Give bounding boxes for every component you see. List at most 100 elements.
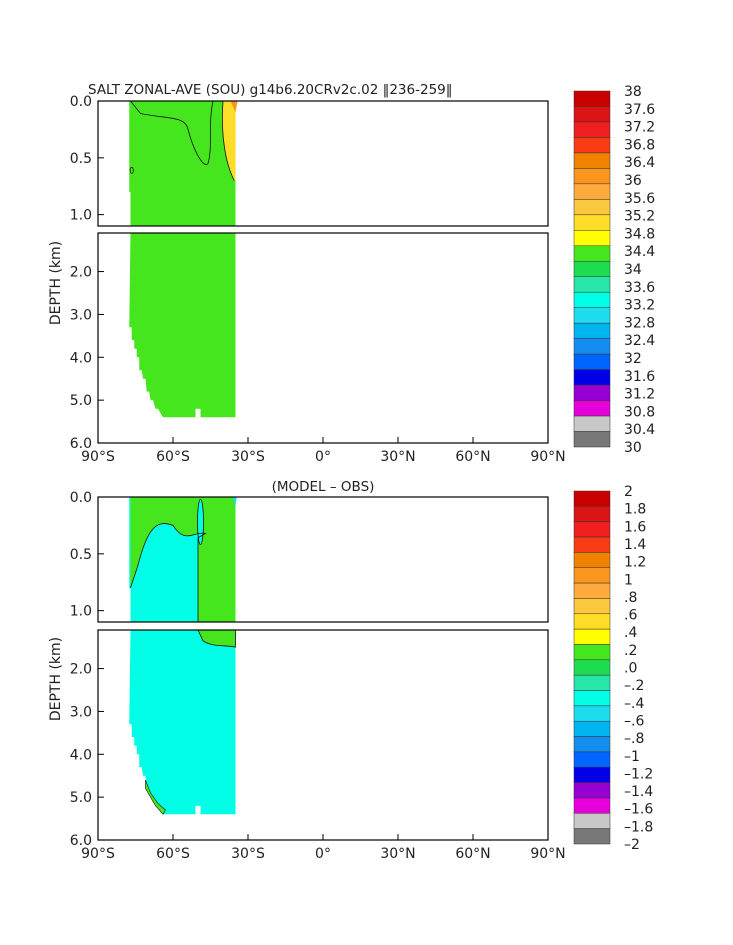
colorbar-label: 36.4	[624, 155, 655, 171]
colorbar-swatch	[573, 674, 611, 691]
y-tick-label: 0.0	[70, 490, 92, 506]
colorbar-swatch	[573, 536, 611, 553]
colorbar-swatch	[573, 644, 611, 661]
y-tick-label: 3.0	[70, 704, 92, 720]
negative-bias-sliver	[233, 497, 237, 507]
y-tick-label: 4.0	[70, 350, 92, 366]
colorbar-swatch	[573, 567, 611, 584]
colorbar-swatch	[573, 720, 611, 737]
contour-line	[221, 101, 235, 181]
colorbar-swatch	[573, 245, 611, 262]
x-tick-label: 90°S	[81, 449, 115, 465]
colorbar-label: –1.6	[624, 802, 653, 818]
colorbar-swatch	[573, 613, 611, 630]
y-tick-label: 4.0	[70, 747, 92, 763]
colorbar-label: 38	[624, 84, 642, 100]
x-tick-label: 30°S	[231, 449, 265, 465]
upper-panel-frame	[97, 100, 549, 227]
colorbar-swatch	[573, 828, 611, 845]
model-minus-obs-chart: (MODEL – OBS)0.00.51.02.03.04.05.06.0DEP…	[48, 479, 653, 862]
colorbar-label: –1	[624, 749, 640, 765]
y-tick-label: 1.0	[70, 208, 92, 224]
colorbar-swatch	[573, 705, 611, 722]
upper-panel-frame	[97, 496, 549, 623]
y-tick-label: 0.5	[70, 547, 92, 563]
colorbar-label: 37.6	[624, 102, 655, 118]
lower-field-fill	[129, 630, 236, 815]
colorbar-swatch	[573, 659, 611, 676]
colorbar-swatch	[573, 506, 611, 522]
x-tick-label: 60°N	[455, 846, 490, 862]
chart-title: SALT ZONAL-AVE (SOU) g14b6.20CRv2c.02 ‖2…	[88, 82, 453, 98]
lower-panel-field	[129, 630, 236, 815]
upper-panel-field	[129, 101, 238, 226]
colorbar-swatch	[573, 797, 611, 814]
colorbar-label: 30.4	[624, 422, 655, 438]
colorbar-label: –1.4	[624, 784, 653, 800]
colorbar-swatch	[573, 121, 611, 138]
contour-line	[130, 101, 214, 165]
colorbar-label: 36.8	[624, 137, 655, 153]
y-tick-label: 5.0	[70, 393, 92, 409]
colorbar-label: 34.8	[624, 226, 655, 242]
colorbar-label: 30	[624, 440, 642, 456]
colorbar-label: 32.8	[624, 315, 655, 331]
colorbar-swatch	[573, 782, 611, 799]
colorbar-swatch	[573, 813, 611, 829]
colorbar-label: 35.2	[624, 209, 655, 225]
colorbar-swatch	[573, 90, 611, 107]
colorbar-label: 30.8	[624, 404, 655, 420]
colorbar-label: .4	[624, 625, 637, 641]
colorbar-label: 32.4	[624, 333, 655, 349]
colorbar-swatch	[573, 736, 611, 753]
colorbar-swatch	[573, 353, 611, 370]
x-tick-label: 60°S	[156, 846, 190, 862]
colorbar-swatch	[573, 521, 611, 538]
colorbar-swatch	[573, 690, 611, 707]
x-tick-label: 30°S	[231, 846, 265, 862]
colorbar-swatch	[573, 322, 611, 339]
x-tick-label: 90°N	[530, 449, 565, 465]
colorbar-label: 34	[624, 262, 642, 278]
colorbar-swatch	[573, 291, 611, 308]
y-tick-label: 2.0	[70, 265, 92, 281]
lower-panel-field	[129, 233, 236, 418]
chart-title: (MODEL – OBS)	[272, 479, 375, 495]
upper-field-fill	[130, 101, 236, 226]
colorbar-swatch	[573, 751, 611, 768]
y-tick-label: 0.5	[70, 151, 92, 167]
y-axis-label: DEPTH (km)	[48, 241, 64, 325]
colorbar-label: 1.4	[624, 537, 646, 553]
colorbar-swatch	[573, 276, 611, 293]
positive-bias-region	[130, 497, 236, 622]
colorbar-label: 2	[624, 484, 633, 500]
positive-bias-patch	[145, 779, 166, 815]
colorbar-swatch	[573, 307, 611, 324]
colorbar-label: 1.2	[624, 555, 646, 571]
contour-line	[130, 523, 207, 622]
colorbar-label: 34.4	[624, 244, 655, 260]
colorbar-label: –.2	[624, 678, 644, 694]
x-tick-label: 30°N	[380, 846, 415, 862]
surface-max-salinity-region	[230, 101, 238, 113]
colorbar-label: –.8	[624, 731, 644, 747]
colorbar-label: 37.2	[624, 120, 655, 136]
colorbar-label: .6	[624, 608, 637, 624]
colorbar-swatch	[573, 400, 611, 417]
colorbar-label: –1.2	[624, 766, 653, 782]
colorbar-label: –.6	[624, 713, 644, 729]
x-tick-label: 30°N	[380, 449, 415, 465]
y-tick-label: 6.0	[70, 436, 92, 452]
y-axis-label: DEPTH (km)	[48, 637, 64, 721]
colorbar-label: 32	[624, 351, 642, 367]
colorbar-label: .0	[624, 661, 637, 677]
x-tick-label: 90°N	[530, 846, 565, 862]
colorbar-label: –1.8	[624, 819, 653, 835]
colorbar-swatch	[573, 598, 611, 615]
colorbar-label: 36	[624, 173, 642, 189]
colorbar-swatch	[573, 261, 611, 277]
y-tick-label: 5.0	[70, 790, 92, 806]
y-tick-label: 2.0	[70, 662, 92, 678]
colorbar-label: 1	[624, 572, 633, 588]
